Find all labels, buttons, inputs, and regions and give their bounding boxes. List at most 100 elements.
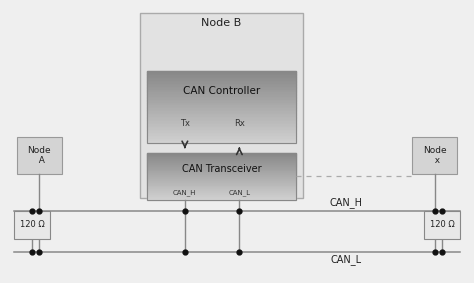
Bar	[147, 71, 296, 143]
Text: Node
  x: Node x	[423, 146, 447, 165]
Bar	[147, 181, 296, 182]
Bar	[147, 140, 296, 142]
Bar	[147, 124, 296, 126]
Bar	[147, 89, 296, 91]
Bar	[147, 192, 296, 193]
Bar	[147, 178, 296, 179]
Bar	[147, 197, 296, 198]
Bar	[147, 165, 296, 166]
Bar	[147, 166, 296, 167]
Bar	[147, 130, 296, 131]
Bar	[147, 121, 296, 123]
Bar	[147, 80, 296, 81]
Text: Node
  A: Node A	[27, 146, 51, 165]
Bar	[147, 71, 296, 72]
Bar	[147, 161, 296, 162]
Text: CAN_L: CAN_L	[330, 254, 362, 265]
Bar	[147, 163, 296, 164]
Bar	[147, 185, 296, 186]
Bar	[17, 137, 62, 174]
Bar	[147, 111, 296, 113]
Bar	[147, 72, 296, 74]
Bar	[147, 160, 296, 161]
Text: CAN_L: CAN_L	[228, 189, 250, 196]
Bar	[147, 179, 296, 180]
Bar	[147, 97, 296, 98]
Text: Rx: Rx	[234, 119, 245, 128]
Bar	[147, 198, 296, 199]
Bar	[147, 115, 296, 117]
Bar	[147, 108, 296, 110]
Bar	[147, 153, 296, 154]
Bar	[147, 164, 296, 165]
Bar	[147, 137, 296, 139]
Text: CAN Transceiver: CAN Transceiver	[182, 164, 261, 174]
Bar	[147, 189, 296, 190]
Bar	[147, 168, 296, 169]
Bar	[147, 94, 296, 95]
Bar	[147, 156, 296, 158]
Bar	[147, 157, 296, 158]
Bar	[140, 13, 303, 198]
Bar	[147, 113, 296, 114]
Bar	[147, 193, 296, 194]
Bar	[147, 194, 296, 195]
Bar	[147, 154, 296, 155]
Bar	[147, 76, 296, 78]
Bar	[147, 155, 296, 156]
Bar	[147, 182, 296, 183]
Bar	[147, 176, 296, 177]
Bar	[147, 98, 296, 100]
Bar	[147, 102, 296, 104]
Bar	[147, 133, 296, 134]
Bar	[424, 211, 460, 239]
Bar	[147, 191, 296, 192]
Text: 120 Ω: 120 Ω	[19, 220, 45, 230]
Text: Tx: Tx	[180, 119, 190, 128]
Bar	[147, 120, 296, 121]
Text: CAN Controller: CAN Controller	[183, 86, 260, 96]
Bar	[147, 169, 296, 170]
Bar	[147, 172, 296, 173]
Bar	[147, 177, 296, 178]
Bar	[147, 95, 296, 97]
Bar	[147, 167, 296, 168]
Bar	[147, 75, 296, 76]
Text: CAN_H: CAN_H	[329, 198, 363, 208]
Bar	[147, 105, 296, 107]
Bar	[147, 174, 296, 175]
Bar	[147, 159, 296, 160]
Bar	[147, 74, 296, 75]
Bar	[147, 188, 296, 189]
Bar	[147, 101, 296, 102]
Bar	[147, 184, 296, 185]
Bar	[14, 211, 50, 239]
Bar	[147, 170, 296, 171]
Bar	[147, 142, 296, 143]
Bar	[147, 162, 296, 163]
Bar	[147, 100, 296, 101]
Bar	[147, 199, 296, 200]
Bar	[147, 84, 296, 85]
Bar	[147, 82, 296, 84]
Bar	[147, 78, 296, 80]
Bar	[147, 195, 296, 196]
Bar	[147, 158, 296, 159]
Bar	[147, 126, 296, 127]
Bar	[147, 85, 296, 87]
Text: Node B: Node B	[201, 18, 242, 28]
Bar	[147, 153, 296, 200]
Bar	[147, 118, 296, 120]
Bar	[147, 139, 296, 140]
Bar	[147, 128, 296, 130]
Bar	[147, 190, 296, 191]
Text: 120 Ω: 120 Ω	[429, 220, 455, 230]
Bar	[147, 81, 296, 82]
Bar	[147, 117, 296, 118]
Bar	[147, 131, 296, 133]
Bar	[412, 137, 457, 174]
Bar	[147, 93, 296, 94]
Bar	[147, 175, 296, 176]
Bar	[147, 173, 296, 174]
Bar	[147, 171, 296, 172]
